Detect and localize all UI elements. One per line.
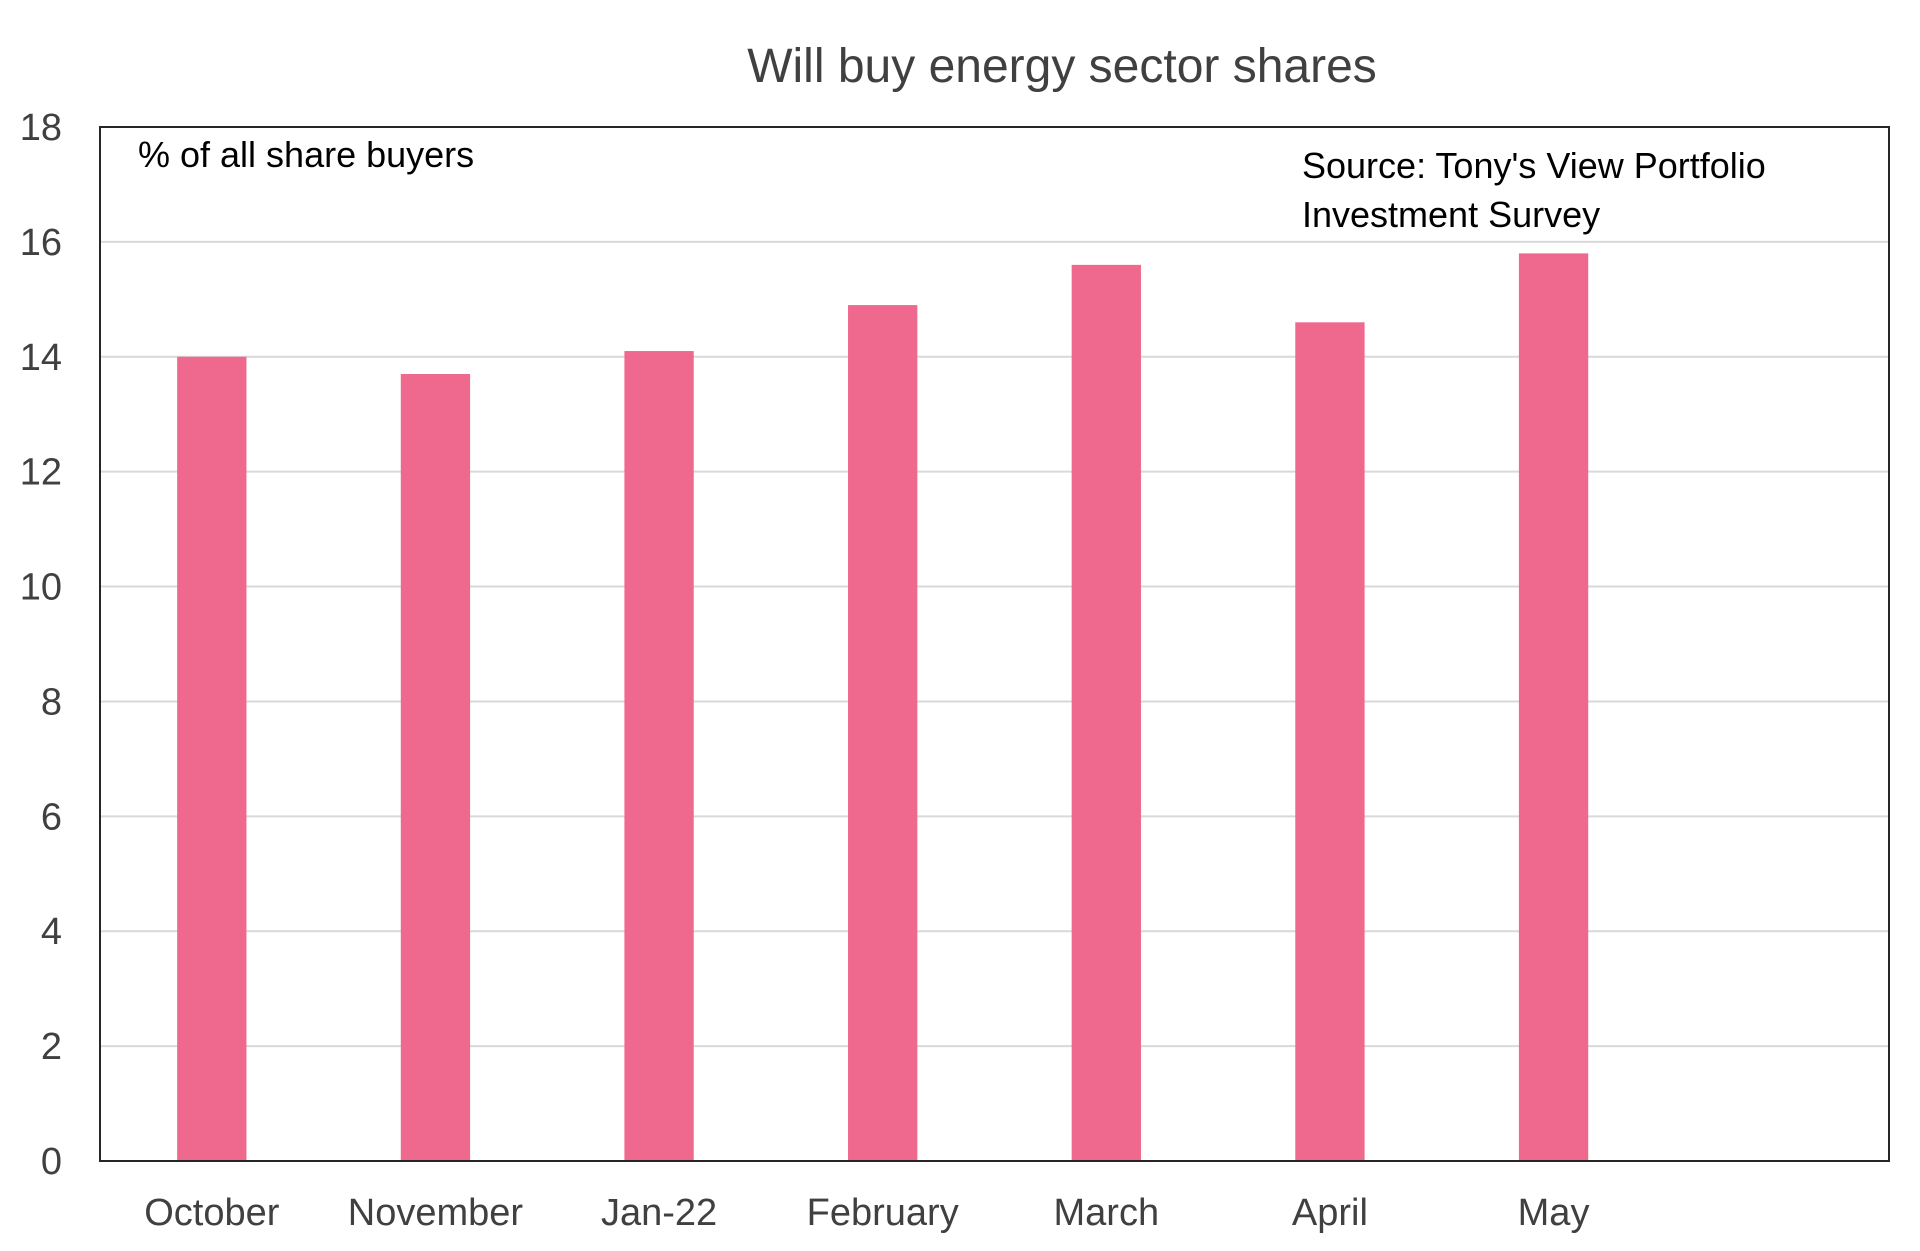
x-tick-label: March <box>1054 1192 1160 1234</box>
y-tick-label: 2 <box>41 1026 62 1068</box>
bar-march <box>1071 264 1141 1161</box>
y-tick-label: 4 <box>41 911 62 953</box>
y-tick-label: 18 <box>20 107 62 149</box>
bar-october <box>177 356 247 1161</box>
x-axis-labels: October November Jan-22 February March April M… <box>144 1192 1589 1234</box>
bar-may <box>1518 253 1589 1161</box>
x-tick-label: May <box>1518 1192 1590 1234</box>
y-axis-tick-labels: 0 2 4 6 8 10 12 14 16 18 <box>20 107 62 1183</box>
x-tick-label: October <box>144 1192 280 1234</box>
y-tick-label: 12 <box>20 452 62 494</box>
x-tick-label: February <box>807 1192 959 1234</box>
bar-november <box>400 374 471 1161</box>
bar-april <box>1295 322 1365 1161</box>
bar-jan-22 <box>624 351 694 1161</box>
plot-area-border <box>99 126 1890 1162</box>
bars <box>177 253 1589 1162</box>
y-tick-label: 6 <box>41 796 62 838</box>
y-tick-label: 14 <box>20 337 62 379</box>
y-tick-label: 0 <box>41 1141 62 1183</box>
y-tick-label: 10 <box>20 567 62 609</box>
bar-february <box>848 305 918 1162</box>
source-note-line-1: Source: Tony's View Portfolio <box>1302 145 1766 186</box>
chart-title: Will buy energy sector shares <box>747 40 1377 93</box>
gridlines <box>100 240 1889 1048</box>
x-tick-label: November <box>348 1192 524 1234</box>
x-tick-label: April <box>1292 1192 1368 1234</box>
source-note-line-2: Investment Survey <box>1302 194 1600 235</box>
x-tick-label: Jan-22 <box>601 1192 717 1234</box>
y-tick-label: 16 <box>20 222 62 264</box>
y-axis-label: % of all share buyers <box>138 134 474 175</box>
y-tick-label: 8 <box>41 681 62 723</box>
